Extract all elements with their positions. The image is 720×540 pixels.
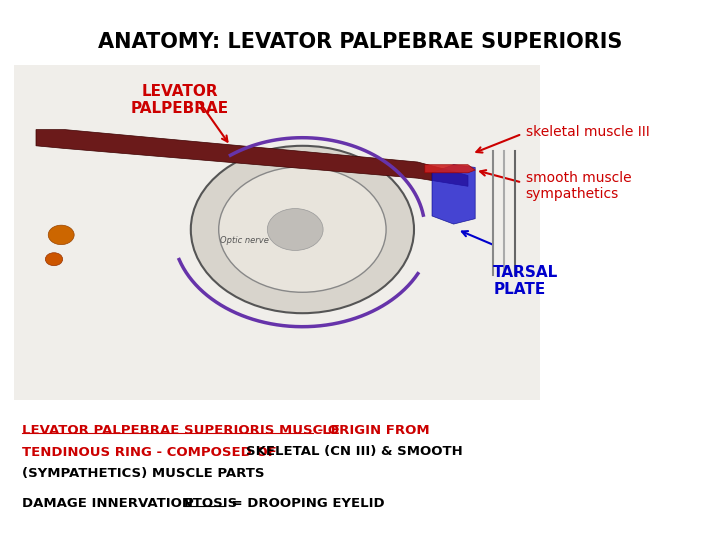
Circle shape xyxy=(48,225,74,245)
Text: DAMAGE INNERVATION: DAMAGE INNERVATION xyxy=(22,497,202,510)
Circle shape xyxy=(191,146,414,313)
Text: LEVATOR
PALPEBRAE: LEVATOR PALPEBRAE xyxy=(131,84,229,116)
Polygon shape xyxy=(36,130,468,186)
FancyBboxPatch shape xyxy=(14,65,540,400)
Text: - ORIGIN FROM: - ORIGIN FROM xyxy=(313,424,430,437)
Text: = DROOPING EYELID: = DROOPING EYELID xyxy=(227,497,384,510)
Text: Optic nerve: Optic nerve xyxy=(220,236,269,245)
Circle shape xyxy=(45,253,63,266)
Text: (SYMPATHETICS) MUSCLE PARTS: (SYMPATHETICS) MUSCLE PARTS xyxy=(22,467,264,480)
Text: ANATOMY: LEVATOR PALPEBRAE SUPERIORIS: ANATOMY: LEVATOR PALPEBRAE SUPERIORIS xyxy=(98,32,622,52)
Text: PTOSIS: PTOSIS xyxy=(184,497,238,510)
Text: LEVATOR PALPEBRAE SUPERIORIS MUSCLE: LEVATOR PALPEBRAE SUPERIORIS MUSCLE xyxy=(22,424,339,437)
Circle shape xyxy=(219,167,386,292)
Text: skeletal muscle III: skeletal muscle III xyxy=(526,125,649,139)
Circle shape xyxy=(267,208,323,251)
Polygon shape xyxy=(432,165,475,224)
Text: smooth muscle
sympathetics: smooth muscle sympathetics xyxy=(526,171,631,201)
Polygon shape xyxy=(425,165,475,173)
Text: TARSAL
PLATE: TARSAL PLATE xyxy=(493,265,559,297)
Text: TENDINOUS RING - COMPOSED OF: TENDINOUS RING - COMPOSED OF xyxy=(22,446,281,458)
Text: SKELETAL (CN III) & SMOOTH: SKELETAL (CN III) & SMOOTH xyxy=(246,446,463,458)
